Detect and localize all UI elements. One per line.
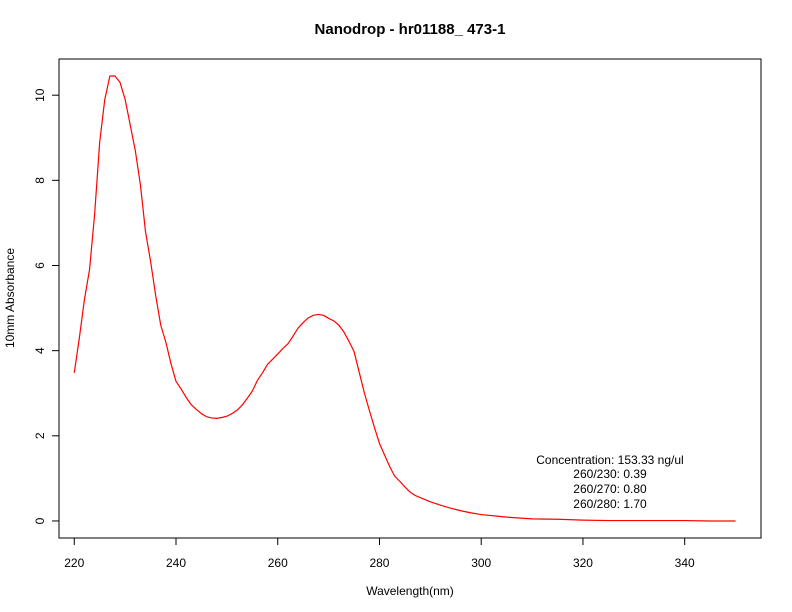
chart-title: Nanodrop - hr01188_ 473-1 <box>315 21 506 38</box>
x-tick-label: 300 <box>471 556 491 570</box>
x-tick-label: 320 <box>573 556 593 570</box>
y-tick-label: 2 <box>33 432 47 439</box>
x-axis: 220 240 260 280 300 320 340 <box>64 537 695 570</box>
x-tick-label: 260 <box>268 556 288 570</box>
x-tick-label: 240 <box>166 556 186 570</box>
annotation-concentration: Concentration: 153.33 ng/ul <box>536 453 683 467</box>
x-tick-label: 340 <box>675 556 695 570</box>
y-tick-label: 0 <box>33 517 47 524</box>
annotation-ratio-260-270: 260/270: 0.80 <box>573 482 647 496</box>
annotation-box: Concentration: 153.33 ng/ul 260/230: 0.3… <box>536 453 683 511</box>
x-tick-label: 220 <box>64 556 84 570</box>
y-tick-label: 8 <box>33 177 47 184</box>
annotation-ratio-260-280: 260/280: 1.70 <box>573 497 647 511</box>
y-tick-label: 10 <box>33 88 47 102</box>
x-tick-label: 280 <box>369 556 389 570</box>
annotation-ratio-260-230: 260/230: 0.39 <box>573 467 647 481</box>
y-axis: 0 2 4 6 8 10 <box>33 88 60 524</box>
x-axis-label: Wavelength(nm) <box>366 584 454 598</box>
y-tick-label: 6 <box>33 262 47 269</box>
y-tick-label: 4 <box>33 347 47 354</box>
y-axis-label: 10mm Absorbance <box>3 248 17 348</box>
absorbance-series-line <box>73 75 736 522</box>
series-layer <box>73 75 736 522</box>
